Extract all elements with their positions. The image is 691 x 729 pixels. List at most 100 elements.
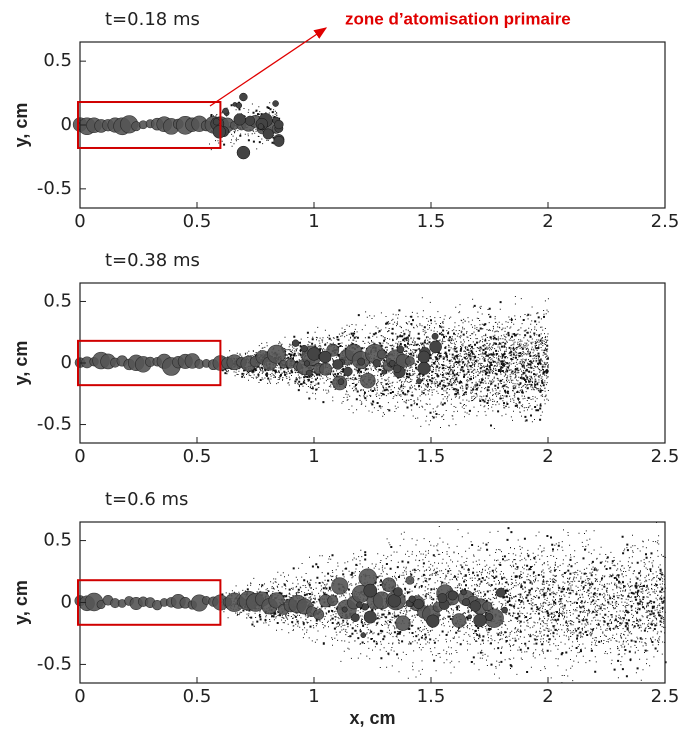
x-tick-label: 2 <box>542 446 553 467</box>
jet-droplet <box>257 123 264 130</box>
jet-droplet <box>405 575 415 585</box>
y-tick-label: 0.5 <box>43 290 72 311</box>
x-tick-label: 2.5 <box>651 686 680 707</box>
jet-droplet <box>262 128 274 140</box>
jet-droplet <box>426 614 440 628</box>
jet-droplet <box>417 350 431 363</box>
jet-droplet <box>307 347 321 361</box>
annotation-arrow <box>209 27 328 107</box>
jet-droplet <box>485 613 494 622</box>
highlight-box <box>77 579 222 626</box>
panel-title: t=0.6 ms <box>105 489 188 510</box>
jet-droplet <box>300 344 308 353</box>
x-tick-label: 0 <box>74 446 85 467</box>
jet-droplet <box>417 361 431 375</box>
x-tick-label: 2.5 <box>651 211 680 232</box>
jet-droplet <box>462 598 471 607</box>
jet-droplet <box>332 359 344 370</box>
jet-droplet <box>313 609 325 620</box>
jet-droplet <box>395 615 411 631</box>
jet-droplet <box>356 601 363 609</box>
x-tick-label: 1.5 <box>417 446 446 467</box>
jet-droplet <box>319 362 333 376</box>
y-tick-label: -0.5 <box>37 653 72 674</box>
y-tick-label: 0 <box>61 114 72 135</box>
x-tick-label: 1.5 <box>417 686 446 707</box>
jet-droplet <box>212 118 221 126</box>
spray-droplets <box>220 522 667 684</box>
jet-droplet <box>396 345 405 354</box>
jet-droplet <box>408 595 416 603</box>
x-tick-label: 0 <box>74 686 85 707</box>
jet-droplet <box>377 349 387 360</box>
jet-droplet <box>429 340 442 354</box>
x-tick-label: 0.5 <box>183 686 212 707</box>
y-tick-label: 0 <box>61 352 72 373</box>
y-tick-label: -0.5 <box>37 178 72 199</box>
jet-droplet <box>235 102 243 109</box>
spray-droplets <box>208 101 281 151</box>
jet-droplet <box>381 369 387 375</box>
jet-droplet <box>363 610 377 624</box>
jet-droplet <box>501 606 508 614</box>
jet-droplet <box>447 590 458 601</box>
x-tick-label: 2 <box>542 686 553 707</box>
x-axis-label: x, cm <box>349 708 395 728</box>
panel-title: t=0.38 ms <box>105 250 200 271</box>
y-tick-label: 0 <box>61 592 72 613</box>
jet-droplet <box>306 369 313 377</box>
jet-droplet <box>469 600 481 612</box>
jet-droplet <box>405 356 415 366</box>
x-tick-label: 2 <box>542 211 553 232</box>
jet-droplet <box>236 145 251 160</box>
jet-droplet <box>267 344 287 364</box>
jet-droplet <box>437 593 448 603</box>
y-tick-label: -0.5 <box>37 414 72 435</box>
y-axis-label: y, cm <box>11 341 31 386</box>
x-tick-label: 1 <box>308 211 319 232</box>
jet-droplet <box>360 372 376 389</box>
panel-title: t=0.18 ms <box>105 9 200 30</box>
x-tick-label: 1 <box>308 686 319 707</box>
jet-droplet <box>451 613 467 628</box>
x-tick-label: 0.5 <box>183 211 212 232</box>
jet-droplet <box>327 595 339 607</box>
jet-droplet <box>291 339 300 347</box>
jet-droplet <box>212 125 226 139</box>
x-tick-label: 1.5 <box>417 211 446 232</box>
y-tick-label: 0.5 <box>43 530 72 551</box>
y-tick-label: 0.5 <box>43 50 72 71</box>
highlight-box <box>77 101 222 149</box>
annotation: zone d’atomisation primaire <box>345 9 571 28</box>
y-axis-label: y, cm <box>11 103 31 148</box>
jet-droplet <box>358 568 378 587</box>
jet-droplet <box>272 100 279 107</box>
jet-droplet <box>343 366 353 377</box>
x-tick-label: 0 <box>74 211 85 232</box>
x-tick-label: 1 <box>308 446 319 467</box>
jet-droplet <box>341 606 348 613</box>
jet-droplet <box>372 359 381 368</box>
y-axis-label: y, cm <box>11 580 31 625</box>
jet-droplet <box>331 577 349 595</box>
jet-droplet <box>381 577 397 592</box>
jet-droplet <box>460 589 467 596</box>
jet-droplet <box>337 378 345 385</box>
jet-droplet <box>392 364 402 373</box>
highlight-box <box>77 339 222 387</box>
jet-droplet <box>239 92 248 102</box>
jet-droplet <box>222 107 229 115</box>
jet-droplet <box>268 592 285 609</box>
jet-droplet <box>360 632 367 638</box>
jet-droplet <box>351 613 360 622</box>
jet-droplet <box>357 357 366 366</box>
jet-droplet <box>467 614 473 620</box>
x-tick-label: 2.5 <box>651 446 680 467</box>
jet-droplet <box>363 583 378 598</box>
jet-droplet <box>318 350 332 364</box>
jet-droplet <box>273 135 285 147</box>
x-tick-label: 0.5 <box>183 446 212 467</box>
jet-droplet <box>388 360 396 367</box>
jet-droplet <box>303 360 310 367</box>
